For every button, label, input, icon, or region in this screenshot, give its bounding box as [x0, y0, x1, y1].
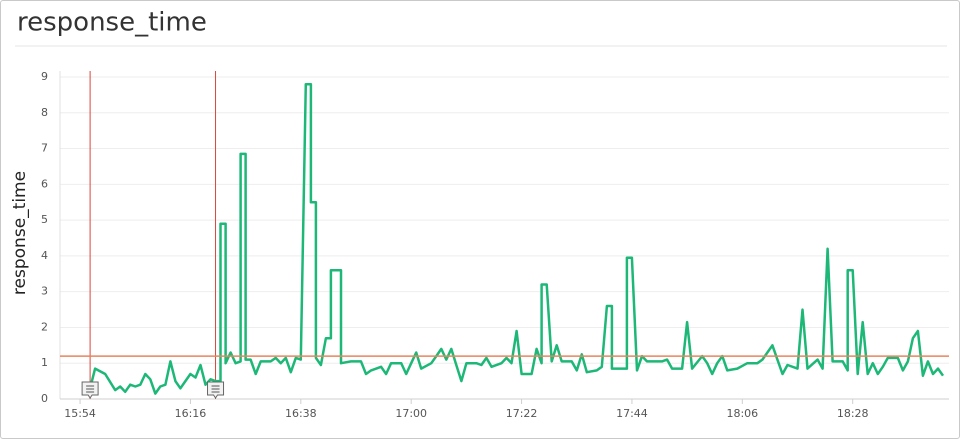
chart-title: response_time	[17, 8, 207, 38]
y-tick-label: 2	[41, 320, 48, 333]
x-tick-label: 18:06	[726, 407, 758, 420]
x-tick-label: 15:54	[64, 407, 96, 420]
y-tick-label: 1	[41, 356, 48, 369]
y-tick-label: 6	[41, 177, 48, 190]
y-tick-label: 3	[41, 285, 48, 298]
annotation-icon[interactable]	[207, 381, 225, 399]
y-tick-label: 0	[41, 392, 48, 405]
y-tick-label: 4	[41, 249, 48, 262]
x-tick-label: 17:22	[506, 407, 538, 420]
series-line	[88, 82, 945, 395]
x-tick-label: 18:28	[837, 407, 869, 420]
x-tick-label: 17:44	[616, 407, 648, 420]
x-tick-label: 17:00	[395, 407, 427, 420]
annotation-icon[interactable]	[81, 381, 99, 399]
y-tick-label: 8	[41, 106, 48, 119]
y-axis-label: response_time	[10, 171, 30, 295]
y-tick-label: 9	[41, 70, 48, 83]
y-tick-label: 5	[41, 213, 48, 226]
x-tick-label: 16:38	[285, 407, 317, 420]
x-tick-label: 16:16	[175, 407, 207, 420]
y-tick-label: 7	[41, 142, 48, 155]
